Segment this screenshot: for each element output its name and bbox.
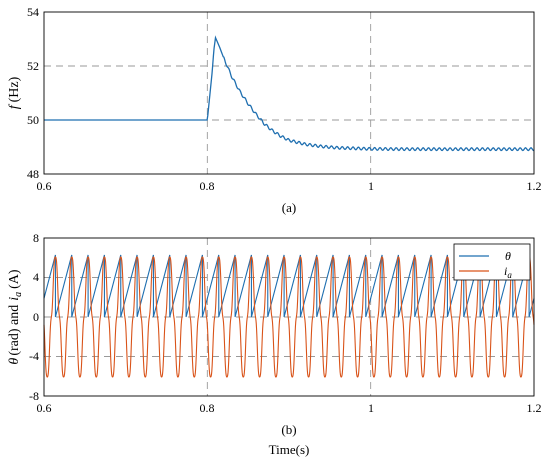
ytick-b-0: 0 xyxy=(33,310,39,324)
current-line xyxy=(43,256,535,378)
plot-frame-b xyxy=(43,237,535,397)
ylabel-b-sub: a xyxy=(13,292,24,297)
xtick-a-1.2: 1.2 xyxy=(527,179,542,193)
ylabel-b-unit: (A) xyxy=(7,269,22,289)
legend-box xyxy=(453,243,531,281)
ytick-b-m8: -8 xyxy=(29,389,39,403)
caption-a: (a) xyxy=(282,200,296,215)
ylabel-a-symbol: f xyxy=(7,103,22,109)
xtick-a-0.6: 0.6 xyxy=(37,179,52,193)
ytick-b-8: 8 xyxy=(33,231,39,245)
xtick-a-1: 1 xyxy=(368,179,374,193)
ytick-b-4: 4 xyxy=(33,270,39,284)
xtick-b-0.8: 0.8 xyxy=(200,401,215,415)
ylabel-a-unit: (Hz) xyxy=(7,76,22,102)
ytick-a-50: 50 xyxy=(27,113,39,127)
legend-label-ia: ia xyxy=(504,264,512,280)
legend-label-theta: θ xyxy=(505,249,511,263)
plot-frame-a xyxy=(43,11,535,175)
frequency-line xyxy=(44,35,535,152)
legend-ia-sub: a xyxy=(507,270,512,280)
legend: θ ia xyxy=(453,243,531,281)
xtick-b-1: 1 xyxy=(368,401,374,415)
xlabel-b: Time(s) xyxy=(269,442,310,457)
xtick-b-1.2: 1.2 xyxy=(527,401,542,415)
xtick-b-0.6: 0.6 xyxy=(37,401,52,415)
ylabel-b-mid: (rad) and xyxy=(7,305,22,356)
ylabel-b-i: i xyxy=(7,297,22,301)
legend-ia-symbol: i xyxy=(504,264,507,278)
grid-b xyxy=(44,238,534,396)
xtick-a-0.8: 0.8 xyxy=(200,179,215,193)
ytick-a-48: 48 xyxy=(27,167,39,181)
ytick-a-52: 52 xyxy=(27,59,39,73)
ylabel-a: f(Hz) xyxy=(7,76,22,109)
frequency-series xyxy=(44,35,535,152)
caption-b: (b) xyxy=(281,422,296,437)
ylabel-b: θ (rad) and ia (A) xyxy=(7,269,24,364)
ytick-b-m4: -4 xyxy=(29,349,39,363)
ylabel-b-theta: θ xyxy=(7,358,22,365)
ytick-a-54: 54 xyxy=(27,5,39,19)
theta-current-chart: θ ia 8 4 0 -4 -8 0.6 0.8 1 1.2 θ(rad) an… xyxy=(7,231,542,457)
frequency-chart: 54 52 50 48 0.6 0.8 1 1.2 f(Hz) (a) xyxy=(7,5,542,215)
grid-a xyxy=(44,12,534,174)
